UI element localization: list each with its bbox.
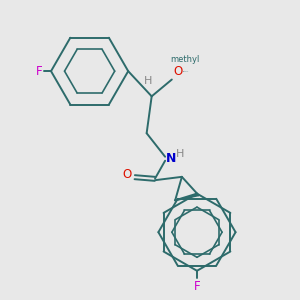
- Text: F: F: [194, 280, 200, 293]
- Text: O: O: [122, 168, 131, 181]
- Text: O: O: [173, 65, 183, 78]
- Text: F: F: [36, 65, 43, 78]
- Text: methoxy: methoxy: [182, 71, 189, 72]
- Text: methyl: methyl: [170, 56, 200, 64]
- Text: N: N: [166, 152, 176, 165]
- Text: H: H: [144, 76, 152, 86]
- Text: H: H: [176, 149, 184, 159]
